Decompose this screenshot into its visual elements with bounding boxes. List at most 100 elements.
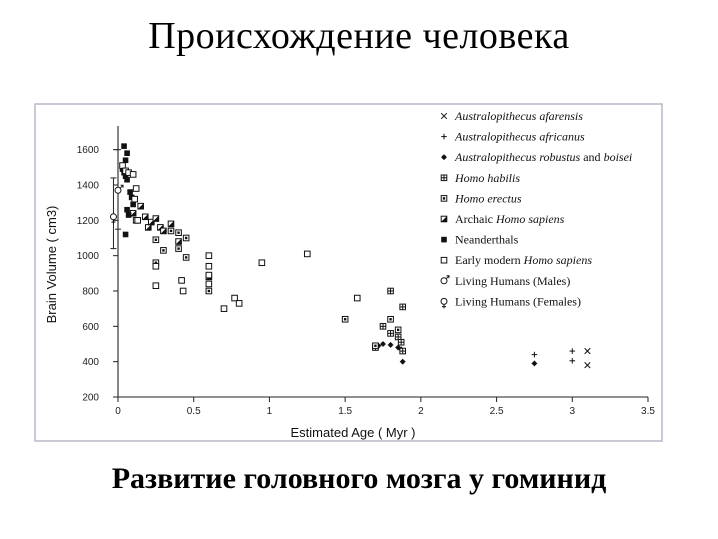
data-point-sq-half (144, 224, 152, 231)
data-point-sq-open (178, 277, 185, 284)
y-tick-label: 200 (82, 393, 99, 404)
data-point-star (531, 360, 538, 367)
x-tick-label: 2 (418, 406, 424, 417)
data-point-sq-half (152, 215, 160, 222)
data-point-sq-fill (125, 212, 132, 218)
data-point-sq-half (148, 218, 155, 226)
legend-marker-sq-half (440, 215, 448, 223)
legend-entry: Australopithecus africanus (441, 130, 585, 144)
legend-marker-male (440, 275, 450, 285)
data-point-sq-open (119, 162, 126, 169)
data-point-sq-dot (160, 247, 167, 254)
legend-entry: Homo erectus (440, 191, 522, 205)
data-point-sq-grid (387, 330, 394, 337)
slide-caption: Развитие головного мозга у гоминид (111, 462, 607, 495)
data-point-sq-open (132, 185, 140, 192)
data-point-sq-fill (124, 206, 130, 213)
data-point-sq-fill (121, 143, 127, 149)
data-point-sq-open (131, 195, 138, 203)
data-point-male (114, 184, 124, 194)
legend-label: Homo erectus (454, 191, 522, 205)
data-point-female (109, 213, 117, 224)
data-point-sq-grid (399, 347, 406, 355)
data-point-sq-open (220, 305, 228, 312)
data-point-plus (531, 351, 538, 358)
data-point-sq-fill (122, 173, 129, 179)
legend-marker-sq-dot (440, 195, 448, 202)
data-point-sq-dot (175, 245, 182, 252)
data-point-sq-grid (394, 333, 402, 341)
data-point-sq-grid (397, 338, 405, 346)
data-point-sq-half (167, 220, 175, 228)
data-point-sq-dot (182, 234, 190, 242)
legend-label: Living Humans (Males) (455, 274, 570, 288)
data-point-sq-open (231, 294, 238, 302)
data-point-sq-open (134, 217, 141, 224)
legend-label: Australopithecus africanus (454, 130, 585, 144)
slide-title: Происхождение человека (148, 15, 570, 57)
legend-label: Living Humans (Females) (455, 294, 581, 308)
y-tick-label: 800 (82, 287, 99, 298)
legend-entry: Australopithecus afarensis (440, 109, 583, 123)
legend-marker-plus (441, 133, 447, 140)
data-point-sq-fill (124, 150, 130, 156)
data-point-sq-open (205, 271, 213, 279)
data-point-sq-half (137, 202, 145, 210)
data-point-sq-dot (182, 254, 190, 261)
y-tick-label: 1400 (77, 181, 100, 192)
data-point-sq-fill (122, 231, 129, 238)
legend-marker-female (440, 297, 448, 309)
data-point-sq-open (152, 282, 160, 289)
data-point-sq-open (129, 171, 137, 178)
data-point-sq-dot (152, 236, 160, 244)
y-tick-label: 1200 (77, 216, 100, 227)
x-tick-label: 1.5 (338, 406, 352, 417)
data-point-sq-fill (127, 189, 133, 195)
error-bar (110, 177, 117, 250)
data-point-sq-dot (167, 227, 175, 235)
data-point-sq-dot (175, 229, 182, 237)
data-point-sq-fill (122, 157, 129, 164)
data-point-sq-open (205, 280, 213, 288)
data-point-sq-grid (379, 323, 387, 330)
legend-label: Australopithecus afarensis (454, 109, 583, 123)
data-point-sq-grid (399, 303, 406, 311)
legend-label: Early modern Homo sapiens (455, 253, 592, 267)
legend-marker-sq-open (440, 256, 448, 264)
data-point-sq-open (179, 287, 187, 295)
data-point-x (584, 347, 591, 355)
y-tick-label: 400 (82, 357, 99, 368)
x-axis-label: Estimated Age ( Myr ) (291, 425, 416, 440)
data-point-plus (569, 357, 576, 364)
legend-label: Australopithecus robustus and boisei (454, 150, 632, 164)
data-point-x (584, 362, 591, 369)
legend-marker-sq-grid (440, 174, 448, 182)
x-tick-label: 3.5 (641, 406, 655, 417)
data-point-sq-dot (394, 326, 402, 334)
y-tick-label: 1600 (77, 145, 100, 156)
x-tick-label: 0.5 (187, 406, 201, 417)
data-point-sq-open (152, 262, 160, 270)
legend-marker-sq-fill (441, 236, 447, 243)
brain-volume-chart: 0 0.5 1 1.5 2 2.5 3 3.5 200 400 600 800 1000 1200 1400… (34, 103, 663, 442)
legend-label: Neanderthals (455, 233, 519, 247)
data-point-sq-grid (387, 287, 394, 295)
x-tick-label: 1 (267, 406, 273, 417)
data-point-star (387, 342, 394, 348)
data-point-sq-half (175, 238, 182, 245)
data-point-sq-open (258, 259, 266, 267)
legend-entry: Living Humans (Males) (440, 274, 570, 288)
legend-entry: Early modern Homo sapiens (440, 253, 592, 267)
x-tick-label: 3 (570, 406, 576, 417)
legend-entry: Living Humans (Females) (440, 294, 581, 309)
data-point-sq-half (160, 227, 167, 235)
legend-entry: Archaic Homo sapiens (440, 212, 565, 226)
legend-label: Homo habilis (454, 171, 520, 185)
y-tick-label: 600 (82, 322, 99, 333)
y-axis-label: Brain Volume ( cm3) (44, 206, 59, 324)
legend-label: Archaic Homo sapiens (455, 212, 565, 226)
data-point-sq-dot (205, 287, 213, 295)
data-point-sq-open (353, 294, 361, 302)
data-point-sq-half (141, 213, 149, 221)
chart-legend: Australopithecus afarensis Australopithec… (440, 109, 632, 309)
